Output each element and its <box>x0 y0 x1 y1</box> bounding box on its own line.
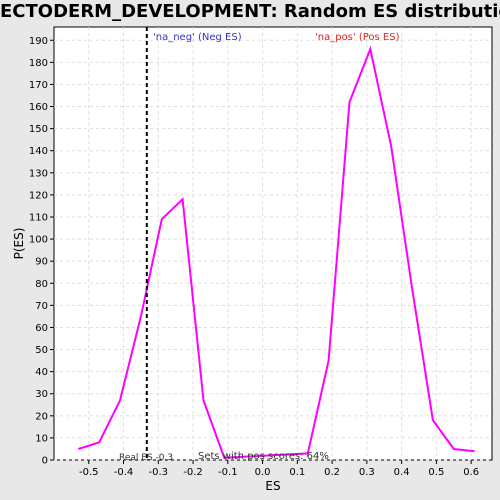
y-tick-label: 120 <box>29 190 48 201</box>
y-tick-label: 60 <box>35 323 48 334</box>
y-tick-label: 110 <box>29 212 48 223</box>
x-tick-label: -0.5 <box>79 467 99 478</box>
plot-area <box>53 26 493 461</box>
x-tick-label: 0.4 <box>394 467 410 478</box>
pos-es-label: 'na_pos' (Pos ES) <box>315 32 400 43</box>
neg-es-label: 'na_neg' (Neg ES) <box>153 32 242 43</box>
y-tick-label: 40 <box>35 367 48 378</box>
x-axis-label: ES <box>265 479 280 493</box>
x-tick-label: 0.2 <box>324 467 340 478</box>
y-axis-ticks: 0 10 20 30 40 50 60 70 80 90 100 110 120 130 140 150 160… <box>29 36 54 467</box>
y-tick-label: 10 <box>35 433 48 444</box>
y-tick-label: 150 <box>29 124 48 135</box>
grid-lines <box>54 27 492 461</box>
x-tick-label: 0.0 <box>255 467 271 478</box>
y-tick-label: 140 <box>29 146 48 157</box>
pos-scores-label: Sets with pos scores: 64% <box>198 451 329 462</box>
y-tick-label: 100 <box>29 235 48 246</box>
x-tick-label: -0.3 <box>149 467 169 478</box>
y-tick-label: 160 <box>29 102 48 113</box>
y-tick-label: 30 <box>35 389 48 400</box>
x-tick-label: 0.3 <box>359 467 375 478</box>
y-tick-label: 50 <box>35 345 48 356</box>
y-tick-label: 0 <box>42 456 48 467</box>
x-tick-label: 0.5 <box>428 467 444 478</box>
x-axis-ticks: -0.5 -0.4 -0.3 -0.2 -0.1 0.0 0.1 0.2 0.3 0.4 0.5 0.… <box>79 460 479 478</box>
series-line <box>77 45 475 459</box>
y-tick-label: 180 <box>29 58 48 69</box>
real-es-label: Real ES -0.3 <box>119 453 173 463</box>
y-tick-label: 170 <box>29 80 48 91</box>
chart-title: ECTODERM_DEVELOPMENT: Random ES distribu… <box>0 1 500 22</box>
y-axis-label: P(ES) <box>12 228 26 260</box>
y-tick-label: 90 <box>35 257 48 268</box>
x-tick-label: -0.4 <box>114 467 134 478</box>
y-tick-label: 80 <box>35 279 48 290</box>
x-tick-label: 0.1 <box>289 467 305 478</box>
y-tick-label: 130 <box>29 168 48 179</box>
y-tick-label: 20 <box>35 411 48 422</box>
x-tick-label: -0.2 <box>183 467 203 478</box>
y-tick-label: 70 <box>35 301 48 312</box>
y-tick-label: 190 <box>29 36 48 47</box>
x-tick-label: -0.1 <box>218 467 238 478</box>
x-tick-label: 0.6 <box>463 467 479 478</box>
